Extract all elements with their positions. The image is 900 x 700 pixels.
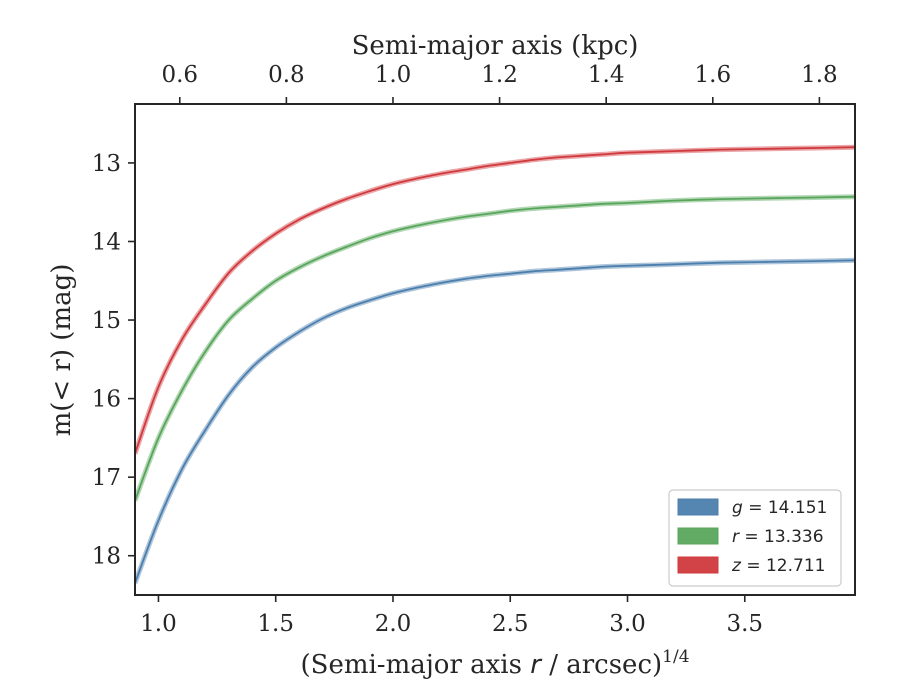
top-tick-label: 1.2 [481,62,518,88]
y-tick-label: 18 [92,544,121,570]
x-axis-title: (Semi-major axis r / arcsec)1/4 [300,647,689,680]
y-axis-title: m(< r) (mag) [47,264,77,437]
x-tick-label: 3.0 [609,611,646,637]
x-tick-label: 2.5 [492,611,529,637]
x-axis-title-prefix: (Semi-major axis [300,650,530,680]
plot-frame [134,103,856,596]
bottom-axis: 1.0 1.5 2.0 2.5 3.0 3.5 [140,595,763,637]
series-layer [135,144,855,585]
top-tick-label: 1.0 [375,62,412,88]
legend-swatch-r [677,527,719,545]
top-tick-label: 1.6 [695,62,732,88]
x-tick-label: 2.0 [375,611,412,637]
series-line-z [135,146,855,454]
legend: g = 14.151 r = 13.336 z = 12.711 [668,489,842,587]
x-tick-label: 1.5 [257,611,294,637]
left-axis: 13 14 15 16 17 18 [92,151,135,570]
y-tick-label: 15 [92,308,121,334]
top-tick-label: 1.4 [588,62,625,88]
legend-label-z: z = 12.711 [731,556,825,576]
top-axis-title: Semi-major axis (kpc) [352,31,639,61]
y-tick-label: 14 [92,229,121,255]
y-tick-label: 13 [92,151,121,177]
x-tick-label: 3.5 [726,611,763,637]
series-line-r [135,195,855,502]
x-axis-title-suffix: / arcsec) [541,650,662,680]
top-tick-label: 1.8 [801,62,838,88]
x-axis-title-var: r [530,650,543,680]
y-tick-label: 17 [92,465,121,491]
legend-swatch-g [677,498,719,516]
x-axis-title-exponent: 1/4 [662,647,689,667]
top-tick-label: 0.8 [268,62,305,88]
legend-label-g: g = 14.151 [732,498,827,518]
x-tick-label: 1.0 [140,611,177,637]
top-axis: 0.6 0.8 1.0 1.2 1.4 1.6 1.8 [161,62,838,104]
legend-swatch-z [677,556,719,574]
y-tick-label: 16 [92,387,121,413]
top-tick-label: 0.6 [161,62,198,88]
legend-items: g = 14.151 r = 13.336 z = 12.711 [677,498,827,576]
legend-label-r: r = 13.336 [732,527,824,547]
series-line-g [135,259,855,584]
